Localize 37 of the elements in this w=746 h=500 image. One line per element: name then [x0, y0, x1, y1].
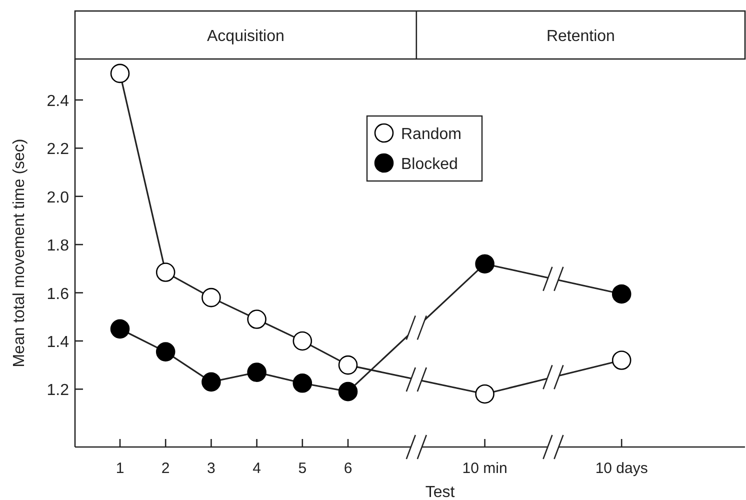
point — [247, 310, 266, 329]
y-tick-label: 1.6 — [46, 286, 70, 303]
point — [202, 372, 221, 392]
point — [338, 382, 358, 402]
y-tick-label: 2.2 — [46, 141, 70, 158]
point — [292, 331, 312, 351]
text: Acquisition — [207, 28, 284, 45]
point — [338, 355, 358, 375]
legend-label: Random — [401, 126, 462, 143]
x-tick-label: 6 — [344, 460, 352, 477]
y-tick-label: 1.2 — [46, 382, 70, 400]
x-tick-label: 2 — [161, 460, 170, 477]
x-tick-label: 3 — [207, 460, 216, 477]
y-tick-label: 2.4 — [46, 92, 70, 110]
point — [156, 342, 176, 362]
x-tick-label: 1 — [116, 460, 124, 477]
y-axis-title: Mean total movement time (sec) — [11, 138, 28, 368]
point — [612, 350, 632, 370]
x-axis-title: Test — [425, 484, 456, 500]
y-tick-label: 1.4 — [46, 334, 70, 351]
text: Retention — [546, 28, 615, 45]
x-tick-label: 4 — [252, 460, 261, 477]
point — [202, 288, 221, 308]
x-tick-label: 5 — [298, 460, 307, 477]
y-tick-label: 2.0 — [46, 189, 70, 206]
point — [110, 319, 130, 339]
x-tick-label: 10 min — [462, 460, 508, 477]
point — [475, 384, 494, 404]
point — [475, 254, 494, 274]
x-tick-label: 10 days — [595, 460, 648, 477]
point — [247, 362, 266, 382]
point — [110, 64, 130, 84]
y-tick-label: 1.8 — [46, 238, 70, 255]
point — [156, 262, 176, 282]
point — [292, 373, 312, 393]
legend-label: Blocked — [401, 156, 458, 173]
point — [612, 284, 632, 304]
